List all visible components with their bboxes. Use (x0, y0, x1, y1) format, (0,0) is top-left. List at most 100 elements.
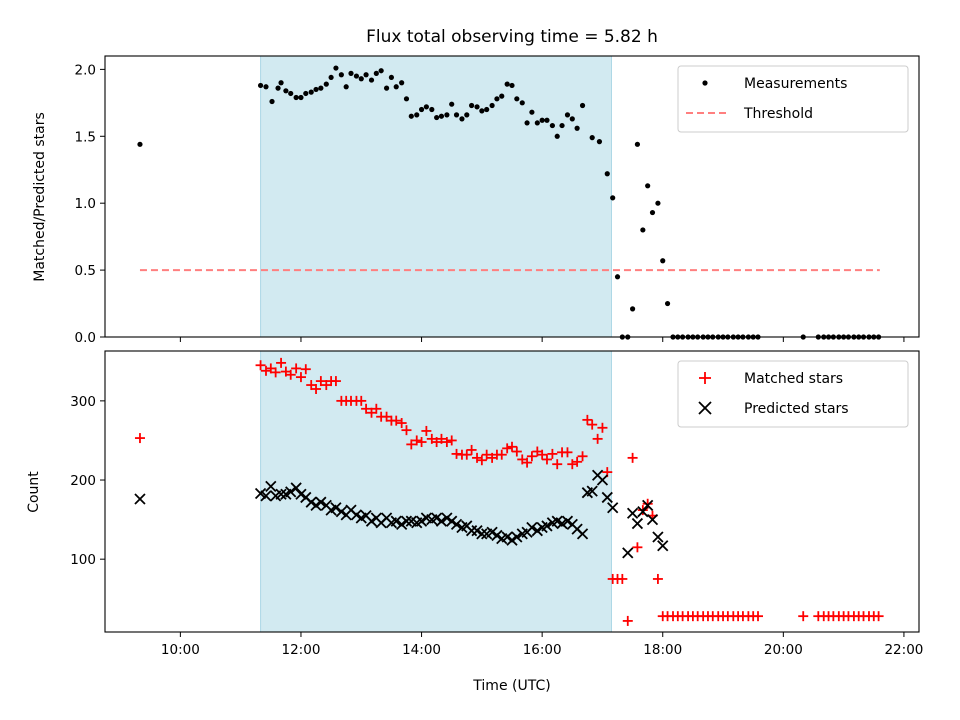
bottom-y-axis-label: Count (26, 471, 42, 513)
measurement-point (333, 65, 339, 71)
measurement-point (418, 106, 425, 113)
bottom-y-tick-label: 300 (70, 394, 96, 410)
measurement-point (363, 72, 369, 78)
top-y-tick-label: 0.5 (75, 263, 96, 279)
matched-stars-marker (315, 376, 326, 387)
measurement-point (393, 84, 399, 90)
predicted-stars-marker (652, 531, 664, 543)
matched-stars-marker (541, 454, 552, 465)
matched-stars-marker (592, 433, 603, 444)
measurement-point (453, 112, 460, 118)
measurement-point (368, 77, 375, 83)
predicted-stars-marker (586, 485, 598, 497)
matched-stars-marker (134, 433, 145, 444)
measurement-point (328, 74, 334, 81)
matched-stars-marker (416, 437, 427, 448)
top-y-tick-label: 1.5 (75, 129, 96, 145)
matched-stars-marker (522, 457, 533, 468)
matched-stars-marker (260, 365, 271, 376)
measurement-point (564, 112, 571, 118)
predicted-stars-marker (531, 525, 543, 537)
matched-stars-marker (411, 435, 422, 446)
measurement-point (459, 116, 465, 122)
measurement-point (414, 112, 420, 118)
measurement-point (640, 227, 646, 233)
measurement-point (388, 74, 395, 81)
measurement-point (660, 258, 666, 264)
top-legend-box (677, 65, 909, 133)
top-axes-frame (104, 55, 920, 338)
matched-stars-marker (587, 419, 598, 430)
predicted-stars-marker (637, 506, 649, 518)
matched-stars-marker (632, 542, 643, 553)
measurement-point (489, 102, 495, 109)
legend-label: Predicted stars (744, 401, 849, 417)
matched-stars-marker (406, 439, 417, 450)
matched-stars-marker (361, 403, 372, 414)
measurement-point (323, 81, 329, 87)
legend-label: Matched stars (744, 371, 843, 387)
predicted-stars-marker (576, 528, 589, 540)
predicted-stars-marker (295, 488, 307, 500)
bottom-legend-box (677, 360, 909, 428)
predicted-stars-marker (305, 496, 317, 508)
measurement-point (278, 80, 284, 86)
predicted-stars-marker (330, 502, 342, 514)
bottom-series-0 (134, 357, 884, 626)
measurement-point (348, 70, 354, 76)
matched-stars-marker (652, 573, 663, 584)
predicted-stars-marker (400, 515, 413, 527)
predicted-stars-marker (541, 520, 553, 532)
measurement-point (423, 104, 429, 110)
predicted-stars-marker (642, 499, 654, 511)
legend-marker-measurements (702, 80, 708, 86)
predicted-stars-marker (275, 488, 287, 500)
measurement-point (434, 114, 440, 121)
measurement-point (269, 98, 275, 105)
measurement-point (610, 195, 616, 201)
matched-stars-marker (567, 459, 578, 470)
bottom-axes-frame (104, 350, 920, 633)
measurement-point (479, 108, 485, 114)
ratio-panel: 0.0 0.5 1.0 1.5 2.0 Measurements Threshold (75, 55, 920, 346)
predicted-stars-marker (646, 513, 659, 526)
measurement-point (524, 120, 530, 126)
matched-stars-marker (446, 435, 457, 446)
predicted-stars-marker (396, 518, 408, 530)
predicted-stars-marker (511, 531, 523, 543)
top-y-tick-label: 2.0 (75, 62, 96, 78)
measurement-point (549, 122, 555, 129)
matched-stars-marker (511, 446, 522, 457)
measurement-point (288, 90, 294, 97)
x-axis-label: Time (UTC) (472, 678, 550, 694)
measurement-point (645, 183, 651, 189)
matched-stars-marker (798, 611, 809, 622)
matched-stars-marker (572, 456, 583, 467)
measurement-point (383, 85, 390, 91)
measurement-point (464, 112, 470, 118)
legend-marker-predicted (698, 401, 712, 415)
legend-label: Threshold (743, 106, 813, 122)
predicted-stars-marker (365, 515, 378, 527)
bottom-y-tick-label: 200 (70, 473, 96, 489)
matched-stars-marker (291, 363, 302, 374)
matched-stars-marker (622, 615, 633, 626)
measurement-point (484, 106, 490, 113)
measurement-point (137, 141, 143, 147)
measurement-point (378, 68, 384, 74)
predicted-stars-marker (415, 515, 428, 527)
predicted-stars-marker (486, 526, 498, 538)
matched-stars-marker (597, 422, 608, 433)
matched-stars-marker (526, 451, 537, 462)
predicted-stars-marker (350, 509, 363, 521)
predicted-stars-marker (526, 521, 538, 534)
measurement-point (569, 116, 575, 122)
measurement-point (373, 70, 379, 76)
predicted-stars-marker (441, 512, 453, 524)
matched-stars-marker (441, 437, 452, 448)
matched-stars-marker (507, 441, 517, 452)
matched-stars-marker (476, 455, 487, 466)
measurement-point (534, 120, 540, 126)
matched-stars-marker (371, 403, 382, 414)
predicted-stars-marker (290, 482, 302, 494)
